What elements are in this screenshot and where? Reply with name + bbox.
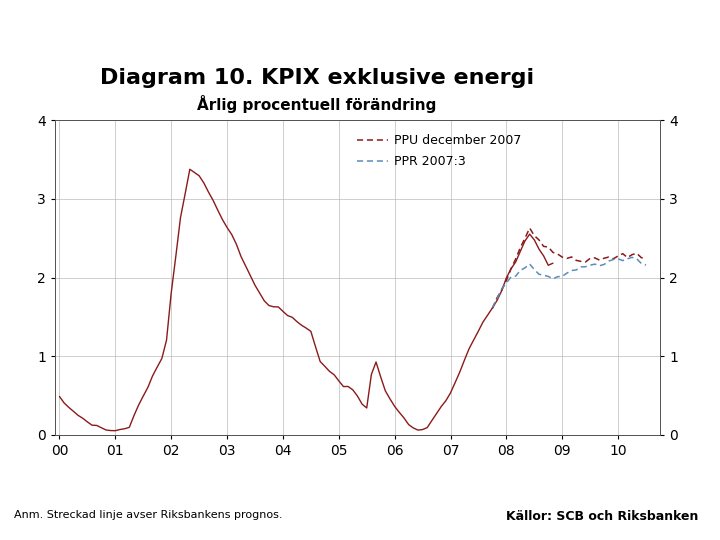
Legend: PPU december 2007, PPR 2007:3: PPU december 2007, PPR 2007:3	[351, 130, 526, 173]
Text: Årlig procentuell förändring: Årlig procentuell förändring	[197, 95, 436, 113]
Text: Källor: SCB och Riksbanken: Källor: SCB och Riksbanken	[506, 510, 698, 523]
Text: Anm. Streckad linje avser Riksbankens prognos.: Anm. Streckad linje avser Riksbankens pr…	[14, 510, 283, 520]
Text: Diagram 10. KPIX exklusive energi: Diagram 10. KPIX exklusive energi	[100, 68, 534, 88]
